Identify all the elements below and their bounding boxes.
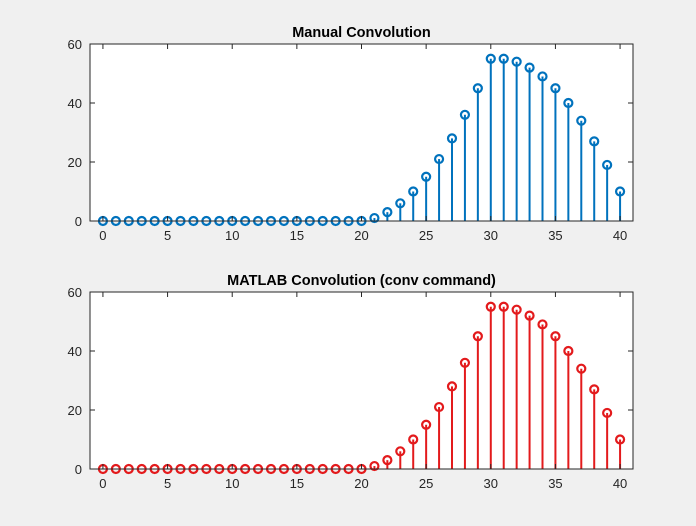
stem-marker — [589, 136, 600, 147]
y-tick-label: 20 — [68, 155, 82, 170]
stem-marker — [369, 460, 380, 472]
stem-marker — [550, 331, 561, 342]
y-tick-label: 0 — [75, 462, 82, 477]
x-tick-label: 35 — [548, 228, 562, 243]
stem-marker — [563, 97, 574, 109]
x-tick-label: 30 — [484, 476, 498, 491]
stem-marker — [589, 384, 600, 395]
stem-marker — [408, 186, 419, 197]
x-tick-label: 35 — [548, 476, 562, 491]
x-tick-label: 15 — [290, 476, 304, 491]
stem-marker — [537, 71, 548, 82]
x-tick-label: 5 — [164, 476, 171, 491]
y-tick-label: 0 — [75, 214, 82, 229]
x-tick-label: 0 — [99, 476, 106, 491]
stem-marker — [395, 198, 406, 209]
stem-marker — [524, 62, 535, 73]
stem-marker — [498, 53, 509, 64]
chart-title: MATLAB Convolution (conv command) — [227, 273, 496, 289]
y-tick-label: 20 — [68, 403, 82, 418]
x-tick-label: 0 — [99, 228, 106, 243]
stem-marker — [511, 56, 522, 67]
stem-marker — [421, 419, 432, 430]
y-tick-label: 40 — [68, 96, 82, 111]
stem-marker — [537, 319, 548, 330]
y-tick-label: 60 — [68, 37, 82, 52]
stem-marker — [498, 301, 509, 312]
stem-marker — [614, 186, 626, 197]
stem-marker — [446, 381, 458, 392]
stem-marker — [602, 407, 613, 419]
stem-marker — [421, 171, 432, 182]
stem-marker — [614, 434, 626, 445]
stem-marker — [433, 153, 445, 165]
stem-marker — [459, 357, 471, 368]
x-tick-label: 10 — [225, 476, 239, 491]
x-tick-label: 40 — [613, 228, 627, 243]
stem-marker — [485, 53, 496, 64]
stem-marker — [395, 446, 406, 457]
x-tick-label: 25 — [419, 476, 433, 491]
stem-marker — [446, 133, 458, 144]
stem-marker — [382, 207, 393, 218]
y-tick-label: 40 — [68, 344, 82, 359]
stem-marker — [433, 401, 445, 413]
x-tick-label: 5 — [164, 228, 171, 243]
stem-marker — [472, 331, 483, 342]
stem-marker — [369, 212, 380, 224]
x-tick-label: 20 — [354, 228, 368, 243]
plot-area — [90, 292, 633, 469]
stem-marker — [472, 83, 483, 94]
stem-marker — [563, 345, 574, 357]
x-tick-label: 15 — [290, 228, 304, 243]
stem-marker — [524, 310, 535, 321]
stem-marker — [576, 363, 587, 374]
plot-area — [90, 44, 633, 221]
x-tick-label: 40 — [613, 476, 627, 491]
matlab-convolution-axes: 0 5 10 15 20 25 30 35 40 0 20 40 60 MATLAB Convolutio… — [68, 273, 634, 491]
stem-marker — [408, 434, 419, 445]
x-tick-label: 25 — [419, 228, 433, 243]
stem-marker — [602, 159, 613, 171]
manual-convolution-axes: 0 5 10 15 20 25 30 35 40 0 20 40 60 Manual Convolutio… — [68, 25, 634, 243]
stem-marker — [382, 455, 393, 466]
stem-marker — [550, 83, 561, 94]
x-tick-label: 30 — [484, 228, 498, 243]
x-tick-label: 10 — [225, 228, 239, 243]
y-tick-label: 60 — [68, 285, 82, 300]
chart-title: Manual Convolution — [292, 25, 431, 41]
stem-marker — [459, 109, 471, 120]
x-tick-label: 20 — [354, 476, 368, 491]
stem-marker — [576, 115, 587, 126]
stem-marker — [511, 304, 522, 315]
stem-marker — [485, 301, 496, 312]
